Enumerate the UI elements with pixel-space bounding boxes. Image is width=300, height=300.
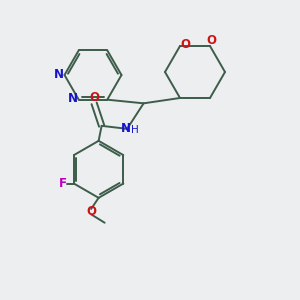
Text: N: N: [53, 68, 64, 82]
Text: N: N: [68, 92, 78, 105]
Text: O: O: [89, 91, 99, 104]
Text: F: F: [58, 177, 67, 190]
Text: O: O: [180, 38, 190, 51]
Text: O: O: [86, 205, 96, 218]
Text: O: O: [206, 34, 217, 47]
Text: N: N: [121, 122, 131, 135]
Text: H: H: [131, 125, 139, 135]
